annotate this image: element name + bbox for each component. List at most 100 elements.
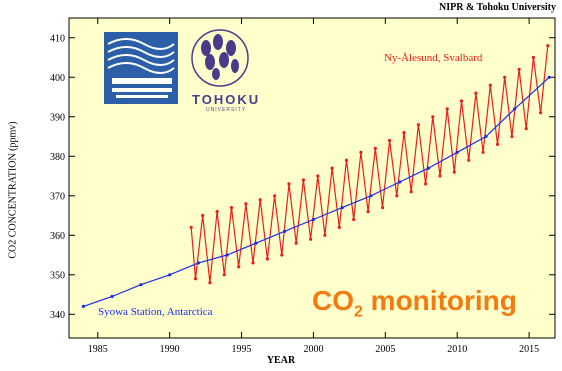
data-point-ny-alesund <box>280 253 284 257</box>
data-point-ny-alesund <box>438 174 442 178</box>
data-point-ny-alesund <box>301 178 305 182</box>
data-point-ny-alesund <box>452 170 456 174</box>
x-tick-label: 1995 <box>232 344 252 355</box>
data-point-ny-alesund <box>273 194 277 198</box>
co2-monitoring-banner: CO2 monitoring <box>312 285 517 322</box>
data-point-ny-alesund <box>510 134 514 139</box>
x-axis-label: YEAR <box>266 355 296 366</box>
data-point-ny-alesund <box>467 158 471 162</box>
data-point-ny-alesund <box>193 277 198 281</box>
data-point-ny-alesund <box>539 111 543 115</box>
data-point-ny-alesund <box>424 182 428 186</box>
data-point-ny-alesund <box>459 99 464 103</box>
data-point-ny-alesund <box>244 202 248 206</box>
data-point-ny-alesund <box>366 210 370 214</box>
data-point-ny-alesund <box>359 150 363 154</box>
data-point-ny-alesund <box>495 142 500 146</box>
credit-text: NIPR & Tohoku University <box>439 2 556 13</box>
y-tick-label: 400 <box>50 73 65 84</box>
data-point-syowa <box>369 194 373 198</box>
y-tick-label: 380 <box>50 152 65 163</box>
data-point-ny-alesund <box>265 257 269 261</box>
banner-suffix: monitoring <box>362 285 517 316</box>
series-label-syowa: Syowa Station, Antarctica <box>98 306 213 318</box>
nipr-logo <box>104 32 178 104</box>
tohoku-wordmark-name: TOHOKU <box>192 92 261 107</box>
y-axis-label: CO2 CONCENTRATION (ppmv) <box>6 80 20 300</box>
banner-subscript: 2 <box>354 303 363 321</box>
data-point-syowa <box>398 180 402 184</box>
tohoku-wordmark-sub: UNIVERSITY <box>206 107 247 113</box>
data-point-ny-alesund <box>546 44 550 48</box>
data-point-ny-alesund <box>402 131 406 135</box>
data-point-ny-alesund <box>287 182 291 186</box>
x-tick-label: 2000 <box>303 344 323 355</box>
x-tick-label: 1990 <box>160 344 180 355</box>
series-layer <box>81 44 551 308</box>
data-point-syowa <box>455 150 459 154</box>
data-point-ny-alesund <box>524 127 528 131</box>
y-tick-label: 340 <box>50 310 65 321</box>
data-point-ny-alesund <box>294 241 298 245</box>
data-point-syowa <box>513 107 517 111</box>
data-point-syowa <box>547 75 551 79</box>
tohoku-wordmark: TOHOKU UNIVERSITY <box>192 92 260 113</box>
data-point-ny-alesund <box>388 138 392 143</box>
data-point-ny-alesund <box>416 123 420 127</box>
data-point-syowa <box>196 261 200 265</box>
data-point-syowa <box>110 294 114 299</box>
data-point-ny-alesund <box>373 146 377 150</box>
data-point-ny-alesund <box>316 174 320 178</box>
y-tick-label: 390 <box>50 112 65 123</box>
data-point-ny-alesund <box>517 67 521 71</box>
data-point-ny-alesund <box>503 75 507 79</box>
data-point-syowa <box>225 253 229 257</box>
series-label-ny-alesund: Ny-Ålesund, Svalbard <box>384 52 483 64</box>
data-point-ny-alesund <box>201 213 205 218</box>
data-point-ny-alesund <box>323 233 327 237</box>
y-tick-label: 370 <box>50 191 65 202</box>
x-tick-label: 2005 <box>375 344 395 355</box>
x-tick-label: 2010 <box>447 344 467 355</box>
axis-ticks: 1985 1990 1995 2000 2005 2010 2015 340 350 360 370… <box>50 18 555 355</box>
x-tick-label: 2015 <box>519 344 539 355</box>
data-point-ny-alesund <box>445 107 449 111</box>
data-point-ny-alesund <box>251 261 255 265</box>
data-point-ny-alesund <box>481 150 485 154</box>
data-point-ny-alesund <box>330 166 334 170</box>
data-point-ny-alesund <box>215 210 219 214</box>
data-point-syowa <box>139 283 143 287</box>
data-point-ny-alesund <box>189 225 193 229</box>
data-point-ny-alesund <box>352 217 356 222</box>
data-point-ny-alesund <box>208 281 212 285</box>
data-point-ny-alesund <box>488 83 492 87</box>
data-point-ny-alesund <box>431 115 435 119</box>
data-point-syowa <box>254 241 258 245</box>
banner-prefix: CO <box>312 285 354 316</box>
data-point-ny-alesund <box>229 206 234 210</box>
data-point-ny-alesund <box>222 273 226 277</box>
data-point-ny-alesund <box>344 158 349 162</box>
data-point-ny-alesund <box>337 225 341 229</box>
data-point-syowa <box>484 134 488 139</box>
data-point-syowa <box>81 304 85 308</box>
data-point-syowa <box>283 229 287 233</box>
data-point-ny-alesund <box>380 206 385 210</box>
data-point-ny-alesund <box>237 265 241 269</box>
y-axis-label-text: CO2 CONCENTRATION (ppmv) <box>7 121 19 259</box>
data-point-ny-alesund <box>409 190 413 194</box>
data-point-syowa <box>168 273 172 277</box>
data-point-syowa <box>426 166 431 170</box>
data-point-syowa <box>311 217 315 222</box>
data-point-ny-alesund <box>531 55 536 60</box>
x-tick-label: 1985 <box>88 344 108 355</box>
y-tick-label: 360 <box>50 231 65 242</box>
data-point-ny-alesund <box>474 91 478 95</box>
y-tick-label: 410 <box>50 33 65 44</box>
data-point-ny-alesund <box>258 198 262 202</box>
data-point-syowa <box>340 206 344 210</box>
y-tick-label: 350 <box>50 270 65 281</box>
data-point-ny-alesund <box>309 237 313 241</box>
tohoku-logo <box>191 29 249 87</box>
data-point-ny-alesund <box>395 194 399 198</box>
